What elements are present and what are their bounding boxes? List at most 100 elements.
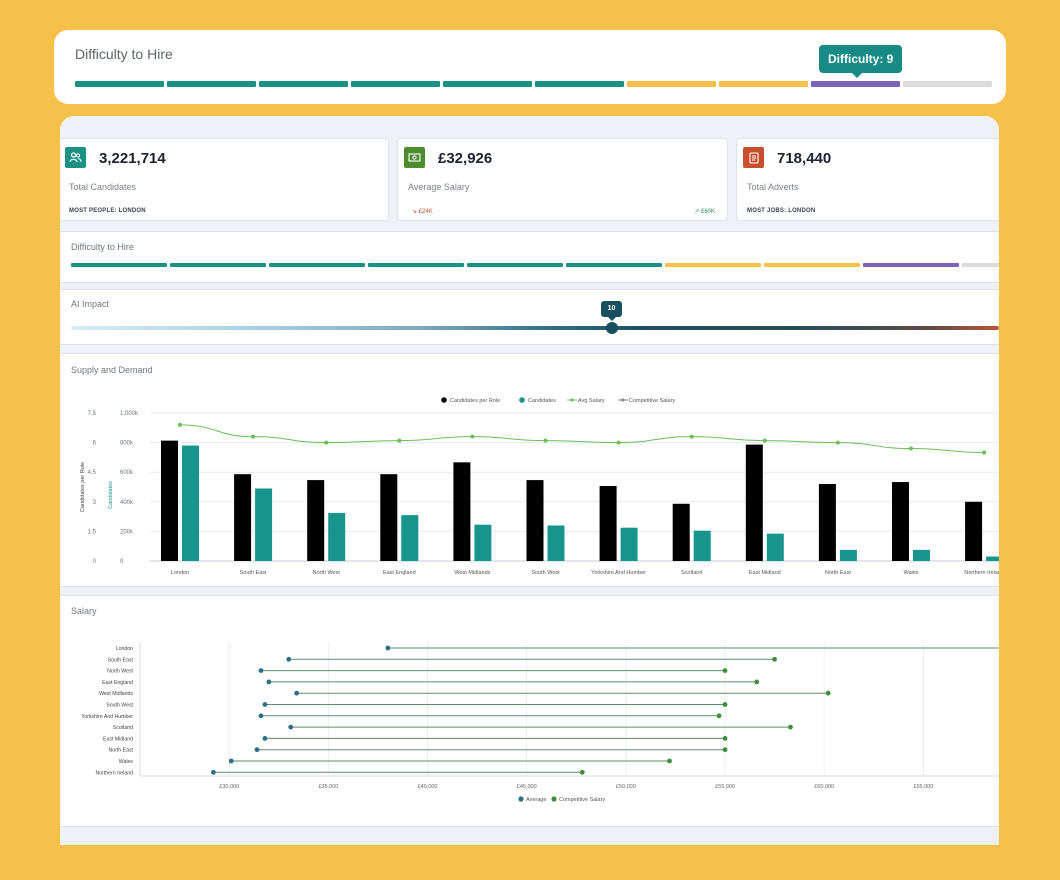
difficulty-segment (170, 263, 266, 267)
bar-candidates-per-role (892, 482, 909, 561)
difficulty-segment (903, 81, 992, 87)
legend-label: Candidates (528, 398, 556, 404)
avg-salary-point (616, 440, 621, 445)
total-adverts-label: Total Adverts (747, 182, 799, 192)
y-tick-label: Scotland (113, 725, 133, 731)
x-tick-label: East England (383, 570, 416, 576)
bar-candidates-per-role (965, 501, 983, 561)
competitive-salary-point (716, 713, 722, 719)
x-tick-label: £55,000 (715, 784, 735, 790)
salary-low-text: ↘ £24K (412, 209, 433, 215)
avg-salary-line (179, 424, 985, 453)
bar-candidates (693, 530, 711, 561)
y-tick-label: West Midlands (99, 691, 133, 697)
difficulty-panel: Difficulty to Hire (60, 231, 999, 283)
most-people-text: MOST PEOPLE: LONDON (69, 208, 146, 214)
y-tick-label: North West (107, 669, 133, 675)
difficulty-segment (443, 81, 532, 87)
x-tick-label: Northern Ireland (964, 570, 999, 576)
difficulty-bar (75, 81, 995, 87)
avg-salary-point (324, 440, 329, 445)
x-tick-label: Scotland (681, 570, 702, 576)
right-tick-label: 0 (120, 559, 124, 565)
x-tick-label: £65,000 (913, 784, 933, 790)
legend-marker (570, 398, 574, 402)
bar-candidates-per-role (818, 484, 836, 561)
difficulty-segment (259, 81, 348, 87)
avg-salary-point (397, 438, 402, 443)
bar-candidates-per-role (234, 474, 252, 561)
difficulty-panel-bar (71, 263, 999, 267)
x-tick-label: £50,000 (616, 784, 636, 790)
average-salary-point (258, 713, 264, 719)
average-salary-point (262, 702, 268, 707)
bar-candidates-per-role (599, 486, 617, 561)
supply-demand-panel: Supply and Demand 7.5 6 4.5 3 1.5 0 1,000k 800k… (60, 353, 999, 587)
average-salary-point (385, 645, 391, 651)
bar-candidates (328, 512, 346, 561)
bar-candidates-per-role (745, 444, 763, 561)
x-tick-label: North West (312, 570, 340, 576)
legend-marker (621, 398, 625, 402)
avg-salary-point (543, 438, 548, 443)
difficulty-segment (467, 263, 563, 267)
difficulty-segment (566, 263, 662, 267)
x-tick-label: £40,000 (418, 784, 438, 790)
ai-impact-slider-handle[interactable] (606, 322, 618, 334)
average-salary-point (286, 656, 292, 662)
x-tick-label: South East (240, 570, 267, 576)
avg-salary-point (982, 450, 987, 455)
left-tick-label: 4.5 (88, 470, 97, 476)
legend-marker (519, 397, 525, 403)
competitive-salary-point (722, 747, 728, 753)
difficulty-tooltip: Difficulty: 9 (819, 45, 903, 78)
ai-impact-title: AI Impact (71, 299, 110, 309)
legend-label: Candidates per Role (450, 398, 500, 404)
competitive-salary-point (825, 690, 831, 696)
average-salary-value: £32,926 (438, 150, 493, 167)
x-tick-label: £35,000 (318, 784, 338, 790)
difficulty-segment (269, 263, 365, 267)
competitive-salary-point (722, 702, 728, 707)
difficulty-card: Difficulty to Hire Difficulty: 9 (54, 30, 1006, 104)
adverts-icon (743, 147, 764, 168)
right-tick-label: 600k (120, 470, 134, 476)
difficulty-segment (535, 81, 624, 87)
avg-salary-point (178, 422, 182, 427)
left-tick-label: 0 (93, 559, 97, 565)
salary-chart: £30,000 £35,000 £40,000 £45,000 £50,000 £55,0… (81, 642, 999, 803)
avg-salary-point (835, 440, 840, 445)
difficulty-segment (71, 263, 167, 267)
ai-impact-panel: AI Impact 10 (60, 289, 999, 345)
stat-card-adverts: 718,440 Total Adverts MOST JOBS: LONDON (736, 138, 999, 221)
bar-candidates-per-role (380, 474, 398, 561)
bar-candidates-per-role (307, 480, 325, 561)
competitive-salary-point (667, 758, 672, 764)
y-tick-label: South East (108, 657, 134, 663)
legend-marker (551, 796, 557, 802)
total-candidates-value: 3,221,714 (99, 150, 166, 167)
legend-label: Competitive Salary (559, 797, 605, 803)
bar-candidates-per-role (672, 503, 690, 561)
stat-card-candidates: 3,221,714 Total Candidates MOST PEOPLE: … (60, 138, 389, 221)
competitive-salary-point (788, 724, 793, 730)
legend-label: Competitive Salary (629, 398, 675, 404)
avg-salary-point (470, 434, 475, 439)
average-salary-point (210, 769, 216, 775)
difficulty-segment (75, 81, 164, 87)
money-icon (404, 147, 425, 168)
bar-candidates (474, 524, 492, 561)
y-tick-label: East Midland (103, 736, 133, 742)
bar-candidates (986, 556, 999, 561)
x-tick-label: London (171, 570, 189, 576)
average-salary-label: Average Salary (408, 182, 470, 192)
left-tick-label: 7.5 (88, 411, 97, 417)
x-tick-label: £45,000 (517, 784, 537, 790)
supply-demand-title: Supply and Demand (71, 365, 153, 375)
competitive-salary-point (754, 679, 760, 685)
difficulty-segment (962, 263, 999, 267)
x-tick-label: £30,000 (219, 784, 239, 790)
difficulty-segment (811, 81, 900, 87)
difficulty-segment (368, 263, 464, 267)
competitive-salary-point (722, 668, 728, 673)
